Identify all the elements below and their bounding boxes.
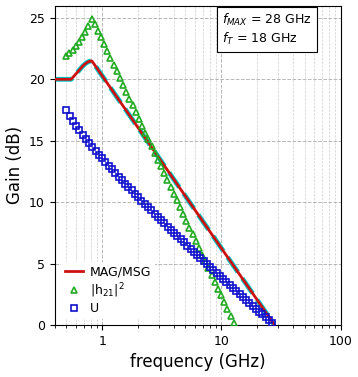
|h$_{21}$|$^2$ [168, 185, 173, 189]
MAG/MSG [272, 322, 276, 326]
|h$_{21}$|$^2$ [232, 320, 236, 325]
U [149, 208, 154, 213]
U [198, 256, 203, 260]
U [165, 224, 170, 229]
U [64, 108, 68, 112]
MAG/MSG [132, 119, 136, 124]
MAG/MSG [53, 77, 57, 81]
Line: MAG/MSG: MAG/MSG [55, 61, 274, 324]
Legend: MAG/MSG, |h$_{21}$|$^2$, U: MAG/MSG, |h$_{21}$|$^2$, U [61, 262, 155, 319]
|h$_{21}$|$^2$ [181, 212, 185, 216]
X-axis label: frequency (GHz): frequency (GHz) [130, 354, 265, 371]
|h$_{21}$|$^2$ [96, 28, 100, 33]
U [90, 145, 95, 149]
Y-axis label: Gain (dB): Gain (dB) [6, 126, 24, 204]
|h$_{21}$|$^2$ [90, 16, 94, 21]
Line: |h$_{21}$|$^2$: |h$_{21}$|$^2$ [63, 15, 237, 326]
Text: $f_{MAX}$ = 28 GHz
$f_T$ = 18 GHz: $f_{MAX}$ = 28 GHz $f_T$ = 18 GHz [222, 12, 311, 46]
MAG/MSG [90, 58, 94, 63]
MAG/MSG [174, 180, 178, 185]
U [179, 237, 183, 242]
U [195, 253, 199, 257]
Line: U: U [63, 107, 276, 326]
|h$_{21}$|$^2$ [130, 103, 135, 108]
MAG/MSG [253, 296, 258, 300]
|h$_{21}$|$^2$ [64, 54, 68, 59]
|h$_{21}$|$^2$ [165, 178, 169, 182]
MAG/MSG [122, 105, 126, 110]
MAG/MSG [263, 309, 267, 314]
|h$_{21}$|$^2$ [159, 164, 163, 169]
MAG/MSG [121, 104, 126, 109]
U [270, 321, 275, 325]
